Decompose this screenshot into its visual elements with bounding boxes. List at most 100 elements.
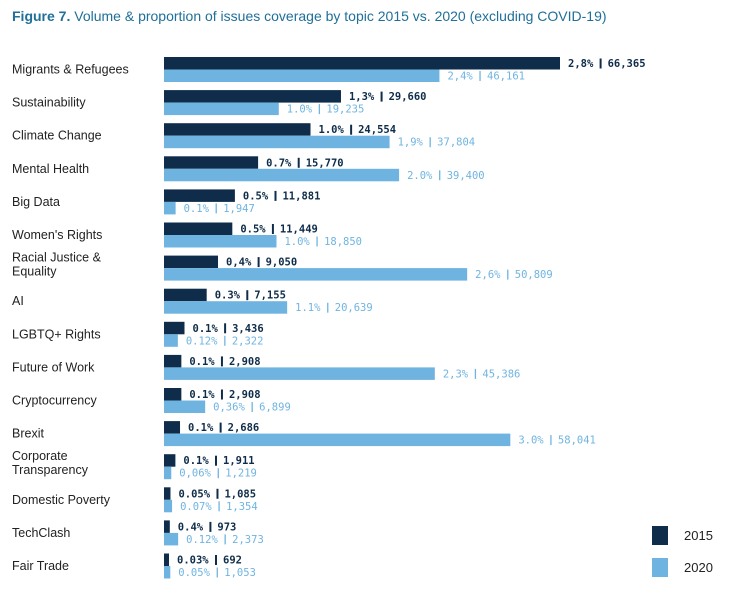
percent-label-2020: 2,3% — [443, 368, 469, 380]
bar-2020 — [164, 367, 435, 380]
value-label-2020: 1,053 — [224, 567, 256, 579]
bar-2020 — [164, 235, 277, 248]
bar-2020 — [164, 532, 179, 546]
bar-2015 — [164, 421, 181, 434]
value-label-2015: 29,660 — [389, 91, 427, 103]
category-label: Corporate Transparency — [12, 449, 89, 477]
legend-label-2020: 2020 — [684, 560, 713, 575]
percent-label-2020: 0.07% — [180, 501, 212, 513]
category-label: AI — [12, 294, 24, 308]
percent-label-2020: 1.0% — [287, 104, 313, 116]
category-label: LGBTQ+ Rights — [12, 327, 101, 341]
bar-2020 — [164, 466, 172, 480]
value-label-2015: 24,554 — [358, 124, 396, 136]
bar-2020 — [164, 268, 468, 281]
percent-label-2020: 2,4% — [447, 71, 473, 83]
percent-label-2015: 0.1% — [189, 356, 215, 368]
value-label-2020: 1,219 — [225, 468, 257, 480]
figure-caption: Volume & proportion of issues coverage b… — [74, 8, 607, 24]
value-label-2020: 58,041 — [558, 435, 596, 447]
value-label-2020: 50,809 — [515, 269, 553, 281]
bar-2015 — [164, 90, 341, 103]
bar-2015 — [164, 288, 207, 302]
value-label-2020: 6,899 — [259, 402, 291, 414]
category-label: Migrants & Refugees — [12, 63, 129, 77]
bar-2020 — [164, 499, 173, 513]
bar-2015 — [164, 156, 259, 169]
figure-label: Figure 7. — [12, 8, 71, 24]
value-label-2015: 7,155 — [254, 290, 286, 302]
value-label-2020: 37,804 — [437, 137, 475, 149]
value-label-2015: 2,908 — [229, 356, 261, 368]
legend-swatch-2015 — [652, 526, 668, 545]
value-label-2015: 11,881 — [282, 190, 320, 202]
bar-2020 — [164, 69, 440, 82]
value-label-2015: 2,908 — [229, 389, 261, 401]
value-label-2020: 2,322 — [232, 335, 264, 347]
percent-label-2020: 0.05% — [178, 567, 210, 579]
percent-label-2015: 0.5% — [243, 190, 269, 202]
percent-label-2015: 0,4% — [226, 257, 252, 269]
percent-label-2015: 0.1% — [188, 422, 214, 434]
bar-2020 — [164, 168, 400, 182]
bar-2015 — [164, 487, 171, 500]
percent-label-2020: 1.0% — [284, 236, 310, 248]
percent-label-2015: 2,8% — [568, 58, 594, 70]
value-label-2020: 46,161 — [487, 71, 525, 83]
percent-label-2015: 0.05% — [178, 488, 210, 500]
percent-label-2015: 0.3% — [215, 290, 241, 302]
percent-label-2015: 0.7% — [266, 157, 292, 169]
value-label-2015: 11,449 — [280, 224, 318, 236]
percent-label-2020: 1.1% — [295, 302, 321, 314]
bar-2020 — [164, 301, 288, 314]
percent-label-2020: 0.12% — [186, 534, 218, 546]
bar-2020 — [164, 135, 390, 149]
bar-2020 — [164, 433, 511, 447]
value-label-2020: 1,947 — [223, 203, 255, 215]
value-label-2020: 18,850 — [324, 236, 362, 248]
bar-2015 — [164, 520, 170, 533]
value-label-2020: 1,354 — [226, 501, 258, 513]
value-label-2015: 2,686 — [228, 422, 260, 434]
category-label: TechClash — [12, 526, 70, 540]
percent-label-2020: 2.0% — [407, 170, 433, 182]
percent-label-2020: 2,6% — [475, 269, 501, 281]
value-label-2015: 9,050 — [266, 257, 298, 269]
category-label: Brexit — [12, 427, 44, 441]
category-label: Fair Trade — [12, 559, 69, 573]
category-label: Mental Health — [12, 162, 89, 176]
category-label: Climate Change — [12, 129, 102, 143]
percent-label-2015: 1.0% — [319, 124, 345, 136]
bar-2015 — [164, 354, 182, 368]
category-label: Domestic Poverty — [12, 493, 111, 507]
value-label-2020: 19,235 — [326, 104, 364, 116]
category-label: Future of Work — [12, 360, 95, 374]
category-label: Sustainability — [12, 96, 86, 110]
percent-label-2015: 0.1% — [183, 455, 209, 467]
percent-label-2015: 0.1% — [193, 323, 219, 335]
percent-label-2020: 0,06% — [179, 468, 211, 480]
bar-2015 — [164, 123, 311, 136]
legend-swatch-2020 — [652, 558, 668, 577]
percent-label-2020: 0.1% — [184, 203, 210, 215]
bar-2015 — [164, 255, 219, 269]
bar-2015 — [164, 189, 235, 202]
bar-2015 — [164, 553, 169, 566]
percent-label-2020: 3.0% — [518, 435, 544, 447]
value-label-2015: 692 — [223, 555, 242, 567]
value-label-2015: 3,436 — [232, 323, 264, 335]
value-label-2015: 15,770 — [306, 157, 344, 169]
bar-2015 — [164, 454, 176, 467]
category-label: Cryptocurrency — [12, 394, 97, 408]
percent-label-2015: 0.5% — [240, 224, 266, 236]
percent-label-2015: 1,3% — [349, 91, 375, 103]
bar-2015 — [164, 222, 233, 235]
bar-2020 — [164, 334, 178, 347]
value-label-2015: 1,911 — [223, 455, 255, 467]
value-label-2015: 66,365 — [608, 58, 646, 70]
category-label: Racial Justice & Equality — [12, 251, 102, 279]
bar-2015 — [164, 388, 182, 401]
percent-label-2015: 0.03% — [177, 555, 209, 567]
chart-title: Figure 7. Volume & proportion of issues … — [12, 8, 607, 24]
